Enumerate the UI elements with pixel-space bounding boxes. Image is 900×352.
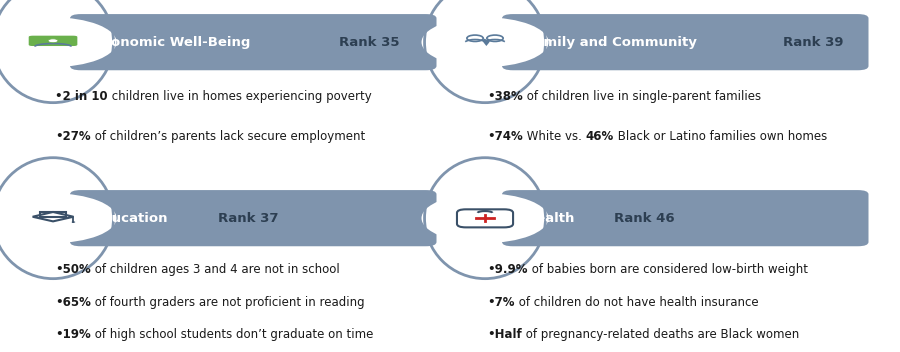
Text: Rank 46: Rank 46 (615, 212, 675, 225)
Text: White vs.: White vs. (523, 130, 586, 143)
Text: of children ages 3 and 4 are not in school: of children ages 3 and 4 are not in scho… (91, 263, 339, 276)
Text: •19%: •19% (55, 328, 91, 341)
Text: •74%: •74% (487, 130, 523, 143)
Text: Rank 37: Rank 37 (219, 212, 279, 225)
Text: of high school students don’t graduate on time: of high school students don’t graduate o… (91, 328, 374, 341)
Text: •65%: •65% (55, 296, 91, 309)
FancyBboxPatch shape (70, 14, 436, 70)
Text: of babies born are considered low-birth weight: of babies born are considered low-birth … (527, 263, 807, 276)
Text: •27%: •27% (55, 130, 91, 143)
FancyBboxPatch shape (502, 14, 868, 70)
Text: •38%: •38% (487, 90, 523, 103)
Text: •Half: •Half (487, 328, 522, 341)
Text: 46%: 46% (586, 130, 614, 143)
FancyBboxPatch shape (28, 35, 78, 46)
Text: Black or Latino families own homes: Black or Latino families own homes (614, 130, 827, 143)
Text: of pregnancy-related deaths are Black women: of pregnancy-related deaths are Black wo… (522, 328, 799, 341)
Text: of children do not have health insurance: of children do not have health insurance (515, 296, 759, 309)
Text: Rank 39: Rank 39 (783, 36, 843, 49)
Circle shape (421, 17, 548, 67)
Text: Family and Community: Family and Community (526, 36, 697, 49)
Circle shape (421, 193, 548, 243)
Ellipse shape (48, 39, 58, 43)
Text: Education: Education (94, 212, 168, 225)
Text: Rank 35: Rank 35 (338, 36, 400, 49)
Text: •2 in 10: •2 in 10 (55, 90, 108, 103)
Circle shape (0, 193, 116, 243)
Circle shape (72, 221, 76, 223)
Text: •9.9%: •9.9% (487, 263, 527, 276)
Text: Health: Health (526, 212, 575, 225)
Text: of fourth graders are not proficient in reading: of fourth graders are not proficient in … (91, 296, 364, 309)
Text: •7%: •7% (487, 296, 515, 309)
FancyBboxPatch shape (70, 190, 436, 246)
Text: •50%: •50% (55, 263, 91, 276)
Text: of children’s parents lack secure employment: of children’s parents lack secure employ… (91, 130, 365, 143)
FancyBboxPatch shape (502, 190, 868, 246)
Circle shape (0, 17, 116, 67)
Text: Economic Well-Being: Economic Well-Being (94, 36, 250, 49)
Text: ♥: ♥ (481, 38, 490, 48)
Text: children live in homes experiencing poverty: children live in homes experiencing pove… (108, 90, 372, 103)
Text: of children live in single-parent families: of children live in single-parent famili… (523, 90, 761, 103)
